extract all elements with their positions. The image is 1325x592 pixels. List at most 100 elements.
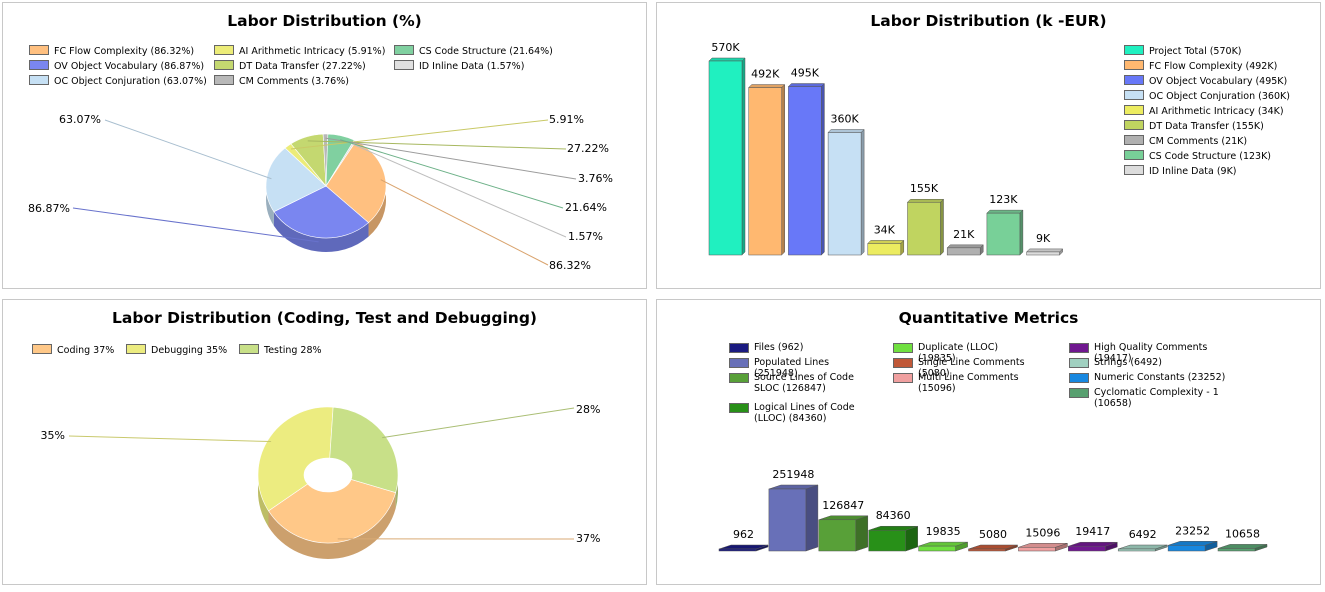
bar-top — [946, 244, 984, 249]
bar — [868, 529, 906, 552]
legend-item: Coding 37% — [32, 344, 114, 356]
slice-label: 5.91% — [549, 113, 584, 126]
legend-item: OV Object Vocabulary (86.87%) — [29, 60, 204, 72]
legend-item: High Quality Comments (19417) — [1069, 342, 1244, 364]
bar — [718, 548, 757, 552]
legend-swatch — [1069, 373, 1089, 383]
bar-value-label: 23252 — [1175, 524, 1210, 537]
legend-swatch — [729, 358, 749, 368]
bar — [1026, 251, 1060, 256]
bar-value-label: 492K — [751, 68, 780, 81]
legend-item: Duplicate (LLOC) (19835) — [893, 342, 1033, 364]
legend-swatch — [729, 373, 749, 383]
legend-label: Files (962) — [754, 342, 804, 353]
legend-item: Debugging 35% — [126, 344, 227, 356]
legend-label: ID Inline Data (9K) — [1149, 166, 1237, 177]
legend-label: OC Object Conjuration (360K) — [1149, 91, 1290, 102]
slice-label: 86.87% — [28, 202, 70, 215]
legend-swatch — [1069, 358, 1089, 368]
bar-top — [867, 240, 905, 244]
slice-label: 37% — [576, 532, 600, 545]
bar-side — [821, 82, 825, 256]
bar-value-label: 34K — [874, 223, 896, 236]
legend-item: DT Data Transfer (155K) — [1124, 120, 1264, 132]
bar-value-label: 15096 — [1025, 526, 1060, 539]
legend-label: CM Comments (21K) — [1149, 136, 1248, 147]
legend-item: CS Code Structure (123K) — [1124, 150, 1271, 162]
legend-item: Logical Lines of Code (LLOC) (84360) — [729, 402, 869, 424]
leader-line — [380, 179, 549, 266]
slice-label: 1.57% — [568, 230, 603, 243]
bar-side — [905, 525, 918, 552]
legend-swatch — [1069, 343, 1089, 353]
legend-swatch — [1124, 120, 1144, 130]
legend-item: DT Data Transfer (27.22%) — [214, 60, 366, 72]
bar-value-label: 19417 — [1075, 525, 1110, 538]
bar-value-label: 9K — [1036, 232, 1051, 245]
bar-top — [787, 83, 826, 87]
legend-label: AI Arithmetic Intricacy (34K) — [1149, 106, 1284, 117]
legend-label: FC Flow Complexity (492K) — [1149, 61, 1278, 72]
slice-label: 63.07% — [59, 113, 101, 126]
legend-item: FC Flow Complexity (492K) — [1124, 60, 1277, 72]
bar-value-label: 495K — [791, 67, 820, 80]
legend-item: CS Code Structure (21.64%) — [394, 45, 553, 57]
legend-label: Cyclomatic Complexity - 1 (10658) — [1094, 387, 1219, 409]
legend-item: Numeric Constants (23252) — [1069, 372, 1244, 383]
pie-slice — [325, 139, 357, 187]
slice-label: 27.22% — [567, 142, 609, 155]
legend-item: Files (962) — [729, 342, 869, 353]
legend-label: Logical Lines of Code (LLOC) (84360) — [754, 402, 855, 424]
legend-label: Populated Lines (251948) — [754, 357, 830, 379]
legend-label: Source Lines of Code SLOC (126847) — [754, 372, 854, 394]
leader-line — [290, 119, 549, 150]
chart-title: Labor Distribution (Coding, Test and Deb… — [111, 309, 538, 327]
legend-swatch — [1124, 150, 1144, 160]
bar-value-label: 10658 — [1225, 527, 1260, 540]
leader-line — [352, 143, 567, 238]
chart-title: Labor Distribution (%) — [227, 12, 422, 30]
legend-item: Cyclomatic Complexity - 1 (10658) — [1069, 387, 1244, 409]
bar-top — [748, 84, 786, 88]
pie-slice — [273, 185, 369, 239]
legend-swatch — [893, 358, 913, 368]
legend-item: Single Line Comments (5080) — [893, 357, 1033, 379]
chart-title: Labor Distribution (k -EUR) — [870, 12, 1107, 30]
pie-slice — [325, 140, 387, 224]
legend-label: Numeric Constants (23252) — [1094, 372, 1226, 383]
donut-hole — [304, 458, 352, 492]
legend-item: OC Object Conjuration (360K) — [1124, 90, 1290, 102]
bar-side — [860, 128, 865, 256]
bar-side — [805, 484, 819, 552]
legend-item: ID Inline Data (9K) — [1124, 165, 1237, 177]
labor-percent-panel: Labor Distribution (%) FC Flow Complexit… — [2, 2, 647, 289]
bar-value-label: 962 — [733, 528, 754, 541]
bar — [907, 201, 941, 256]
bar — [708, 60, 743, 256]
bar — [1217, 548, 1256, 552]
bar-top — [986, 209, 1024, 214]
bar-side — [741, 57, 746, 256]
bar-value-label: 155K — [910, 182, 939, 195]
slice-label: 86.32% — [549, 259, 591, 272]
bar — [1018, 547, 1056, 552]
bar — [918, 545, 956, 552]
legend-label: Multi Line Comments (15096) — [918, 372, 1019, 394]
leader-line — [340, 139, 564, 209]
bar-side — [1019, 209, 1024, 256]
bar-side — [781, 83, 785, 256]
legend-swatch — [1124, 90, 1144, 100]
slice-label: 21.64% — [565, 201, 607, 214]
pie-slice — [265, 147, 327, 213]
legend-label: DT Data Transfer (155K) — [1149, 121, 1264, 132]
pie-slice-side — [273, 211, 369, 252]
bar-top — [1025, 248, 1064, 253]
legend-label: Duplicate (LLOC) (19835) — [918, 342, 999, 364]
legend-swatch — [893, 343, 913, 353]
legend-swatch — [893, 373, 913, 383]
legend-item: Project Total (570K) — [1124, 45, 1242, 57]
bar — [1068, 545, 1106, 552]
leader-line — [104, 119, 272, 180]
legend-label: Strings (6492) — [1094, 357, 1162, 368]
legend-item: AI Arithmetic Intricacy (34K) — [1124, 105, 1284, 117]
